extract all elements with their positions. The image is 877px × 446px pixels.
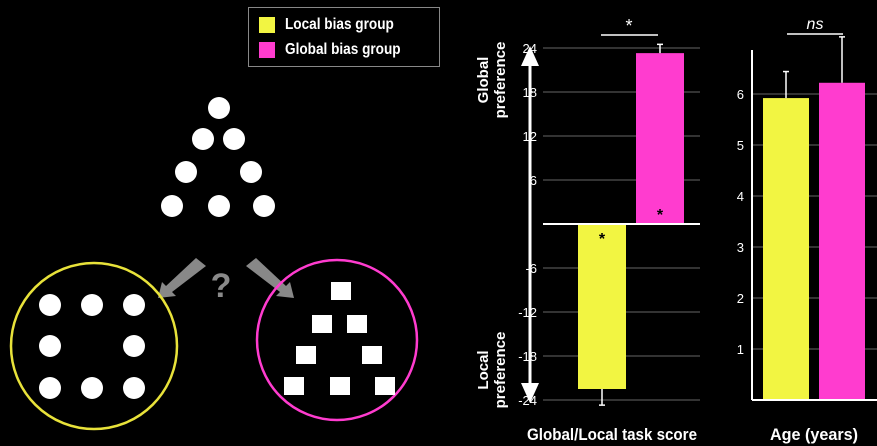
significance-label: * bbox=[625, 16, 632, 36]
tick-label: 6 bbox=[530, 173, 537, 188]
arrow-down-icon bbox=[521, 383, 539, 403]
stimulus-dot bbox=[192, 128, 214, 150]
bar bbox=[578, 224, 626, 389]
arrow-right-icon bbox=[246, 258, 294, 298]
tick-label: 4 bbox=[737, 189, 744, 204]
axis-label: Local bbox=[475, 350, 492, 389]
legend-label-global: Global bias group bbox=[285, 41, 401, 58]
significance-label: ns bbox=[807, 16, 824, 33]
age-chart: 1 2 3 4 5 6 ns Age (years) bbox=[737, 16, 877, 444]
task-score-chart: -24-18-12-66121824***GlobalpreferenceLoc… bbox=[475, 16, 700, 444]
stimulus-dot bbox=[240, 161, 262, 183]
stimulus-dot bbox=[39, 294, 61, 316]
x-axis-label: Global/Local task score bbox=[527, 425, 697, 444]
question-mark: ? bbox=[211, 267, 232, 305]
stimulus-dot bbox=[39, 377, 61, 399]
stimulus-square bbox=[330, 377, 350, 395]
arrow-left-icon bbox=[158, 258, 206, 298]
stimulus-square bbox=[362, 346, 382, 364]
stimulus-dot bbox=[123, 294, 145, 316]
bar bbox=[763, 98, 809, 400]
circle-ring-stimulus bbox=[39, 294, 145, 399]
circle-triangle-stimulus bbox=[161, 97, 275, 217]
stimulus-dot bbox=[208, 97, 230, 119]
stimulus-square bbox=[312, 315, 332, 333]
stimulus-square bbox=[284, 377, 304, 395]
tick-label: 3 bbox=[737, 240, 744, 255]
stimulus-dot bbox=[81, 377, 103, 399]
tick-label: 1 bbox=[737, 342, 744, 357]
stimulus-dot bbox=[175, 161, 197, 183]
tick-label: -18 bbox=[518, 349, 537, 364]
axis-label: preference bbox=[492, 332, 509, 409]
bar-marker: * bbox=[657, 207, 664, 224]
legend-item-local: Local bias group bbox=[259, 14, 413, 36]
stimulus-square bbox=[331, 282, 351, 300]
axis-label: preference bbox=[492, 42, 509, 119]
bar bbox=[636, 53, 684, 225]
bar bbox=[819, 82, 865, 400]
stimulus-dot bbox=[223, 128, 245, 150]
arrow-up-icon bbox=[521, 46, 539, 66]
stimulus-dot bbox=[123, 377, 145, 399]
legend-swatch-local bbox=[259, 17, 275, 33]
stimulus-square bbox=[296, 346, 316, 364]
legend: Local bias group Global bias group bbox=[248, 7, 440, 67]
stimulus-square bbox=[375, 377, 395, 395]
stimulus-dot bbox=[253, 195, 275, 217]
right-choice-ring bbox=[255, 258, 419, 422]
stimulus-dot bbox=[81, 294, 103, 316]
tick-label: 2 bbox=[737, 291, 744, 306]
x-axis-label: Age (years) bbox=[770, 425, 858, 444]
bar-marker: * bbox=[599, 231, 606, 248]
tick-label: 6 bbox=[737, 87, 744, 102]
legend-item-global: Global bias group bbox=[259, 39, 421, 61]
stimulus-dot bbox=[39, 335, 61, 357]
stimulus-square bbox=[347, 315, 367, 333]
stimulus-illustration: ? bbox=[9, 97, 419, 431]
square-triangle-stimulus bbox=[284, 282, 395, 395]
stimulus-dot bbox=[123, 335, 145, 357]
stimulus-dot bbox=[161, 195, 183, 217]
stimulus-dot bbox=[208, 195, 230, 217]
axis-label: Global bbox=[475, 57, 492, 104]
legend-swatch-global bbox=[259, 42, 275, 58]
tick-label: -12 bbox=[518, 305, 537, 320]
legend-label-local: Local bias group bbox=[285, 16, 394, 33]
tick-label: 5 bbox=[737, 138, 744, 153]
left-choice-ring bbox=[9, 261, 179, 431]
